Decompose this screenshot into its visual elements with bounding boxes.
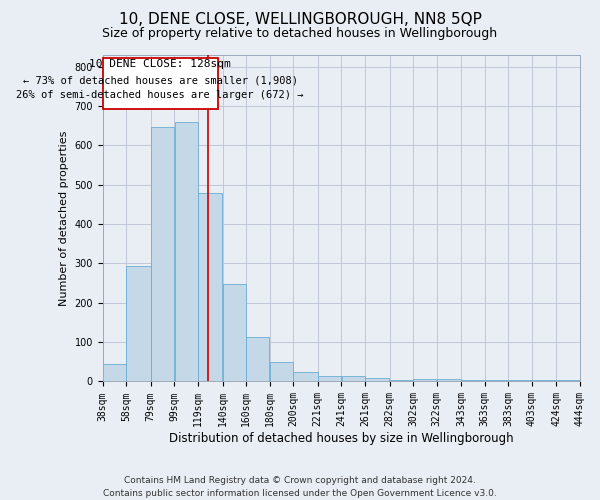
Bar [437,378,461,382]
Bar [365,378,389,382]
Text: Contains HM Land Registry data © Crown copyright and database right 2024.
Contai: Contains HM Land Registry data © Crown c… [103,476,497,498]
Bar [223,284,246,382]
Bar [461,380,485,382]
Bar [390,380,413,382]
Y-axis label: Number of detached properties: Number of detached properties [59,130,69,306]
Bar [175,122,197,382]
Bar [270,362,293,382]
Text: 10, DENE CLOSE, WELLINGBOROUGH, NN8 5QP: 10, DENE CLOSE, WELLINGBOROUGH, NN8 5QP [119,12,481,28]
Bar [509,380,532,382]
Text: 26% of semi-detached houses are larger (672) →: 26% of semi-detached houses are larger (… [16,90,304,100]
Bar [103,58,218,109]
Bar [151,126,174,382]
Bar [485,380,508,382]
Bar [293,372,317,382]
Text: ← 73% of detached houses are smaller (1,908): ← 73% of detached houses are smaller (1,… [23,76,298,86]
Text: 10 DENE CLOSE: 128sqm: 10 DENE CLOSE: 128sqm [89,60,231,70]
Bar [318,376,341,382]
Bar [127,266,151,382]
Bar [413,378,436,382]
Bar [247,337,269,382]
Text: Size of property relative to detached houses in Wellingborough: Size of property relative to detached ho… [103,28,497,40]
Bar [198,194,223,382]
Bar [532,380,556,382]
Bar [103,364,126,382]
Bar [341,376,365,382]
X-axis label: Distribution of detached houses by size in Wellingborough: Distribution of detached houses by size … [169,432,514,445]
Bar [557,380,580,382]
